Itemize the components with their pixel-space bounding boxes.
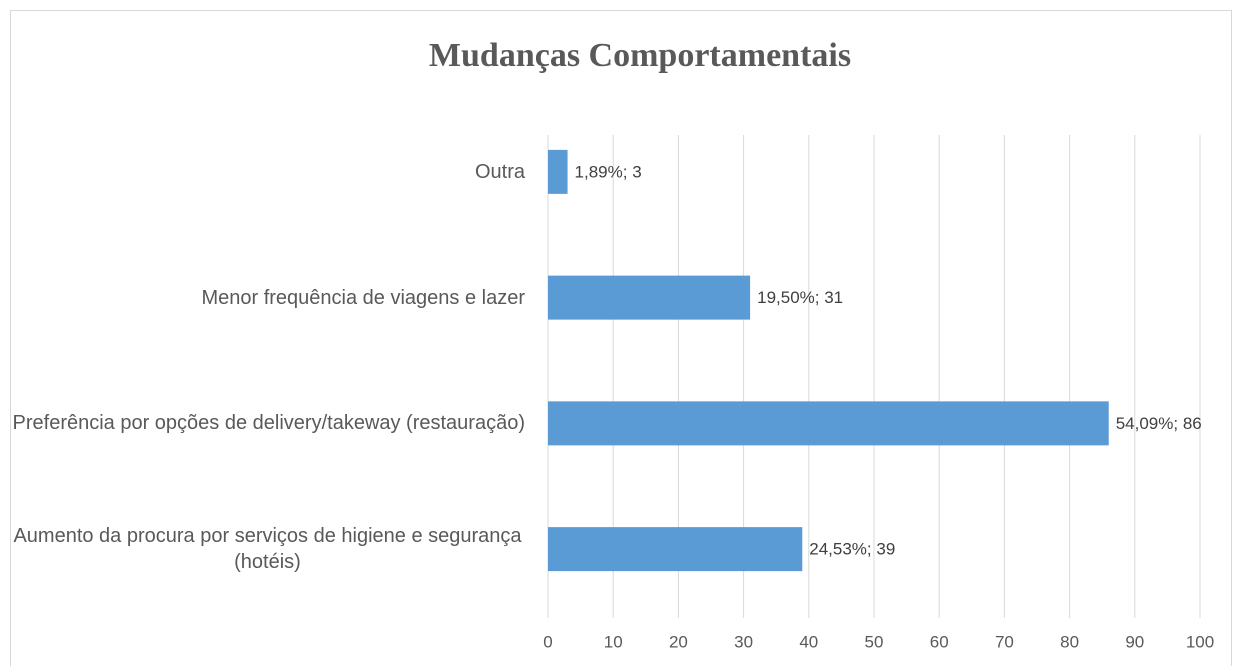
x-tick-label: 70 bbox=[995, 632, 1014, 651]
x-tick-label: 20 bbox=[669, 632, 688, 651]
x-tick-label: 40 bbox=[799, 632, 818, 651]
y-tick-label: Preferência por opções de delivery/takew… bbox=[12, 412, 525, 435]
y-tick-label-box: Menor frequência de viagens e lazer bbox=[10, 285, 525, 311]
y-tick-label: Outra bbox=[474, 160, 525, 183]
y-tick-label-box: Preferência por opções de delivery/takew… bbox=[10, 410, 525, 436]
data-label: 54,09%; 86 bbox=[1116, 414, 1202, 433]
data-label: 24,53%; 39 bbox=[809, 540, 895, 559]
x-tick-label: 0 bbox=[543, 632, 552, 651]
x-tick-label: 90 bbox=[1125, 632, 1144, 651]
chart-border bbox=[10, 10, 1232, 666]
bar bbox=[548, 527, 803, 572]
bar bbox=[548, 401, 1109, 446]
x-tick-label: 60 bbox=[930, 632, 949, 651]
data-label: 19,50%; 31 bbox=[757, 288, 843, 307]
y-tick-label: Aumento da procura por serviços de higie… bbox=[13, 525, 522, 574]
chart-title: Mudanças Comportamentais bbox=[429, 37, 851, 74]
x-tick-label: 100 bbox=[1186, 632, 1214, 651]
y-tick-label-box: Aumento da procura por serviços de higie… bbox=[10, 523, 525, 575]
x-tick-label: 80 bbox=[1060, 632, 1079, 651]
x-tick-label: 30 bbox=[734, 632, 753, 651]
x-tick-label: 50 bbox=[865, 632, 884, 651]
y-tick-label: Menor frequência de viagens e lazer bbox=[201, 286, 525, 309]
bar bbox=[548, 275, 751, 320]
x-tick-label: 10 bbox=[604, 632, 623, 651]
y-tick-label-box: Outra bbox=[10, 159, 525, 185]
data-label: 1,89%; 3 bbox=[575, 162, 642, 181]
bar bbox=[548, 149, 568, 194]
